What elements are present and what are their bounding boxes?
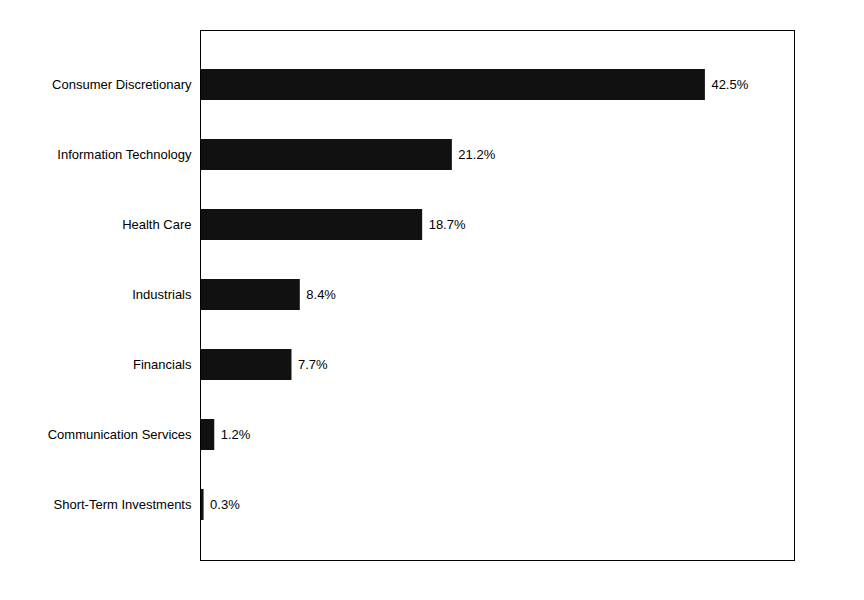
svg-text:7.7%: 7.7% (298, 357, 328, 372)
svg-text:Communication Services: Communication Services (48, 427, 192, 442)
svg-text:Short-Term Investments: Short-Term Investments (54, 497, 192, 512)
svg-text:8.4%: 8.4% (306, 287, 336, 302)
svg-text:21.2%: 21.2% (458, 147, 495, 162)
svg-text:Health Care: Health Care (122, 217, 191, 232)
svg-text:Financials: Financials (133, 357, 192, 372)
svg-text:Consumer Discretionary: Consumer Discretionary (52, 77, 192, 92)
svg-text:42.5%: 42.5% (711, 77, 748, 92)
svg-text:1.2%: 1.2% (221, 427, 251, 442)
svg-text:Information Technology: Information Technology (57, 147, 192, 162)
svg-text:0.3%: 0.3% (210, 497, 240, 512)
svg-text:Industrials: Industrials (132, 287, 192, 302)
svg-text:18.7%: 18.7% (429, 217, 466, 232)
